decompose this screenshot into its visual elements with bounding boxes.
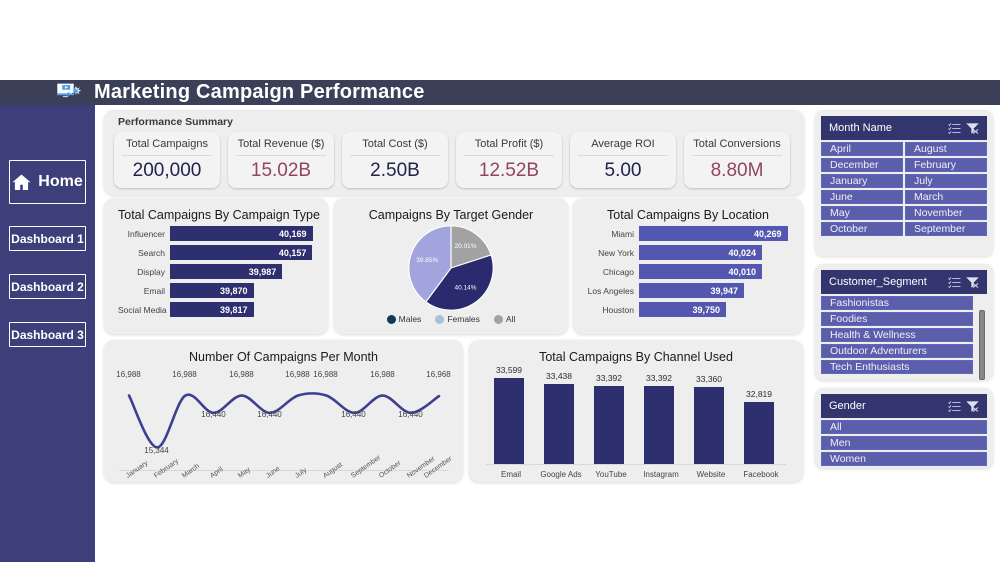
- svg-text:40.14%: 40.14%: [455, 284, 477, 291]
- svg-text:20.01%: 20.01%: [455, 243, 477, 250]
- svg-text:39.85%: 39.85%: [416, 257, 438, 264]
